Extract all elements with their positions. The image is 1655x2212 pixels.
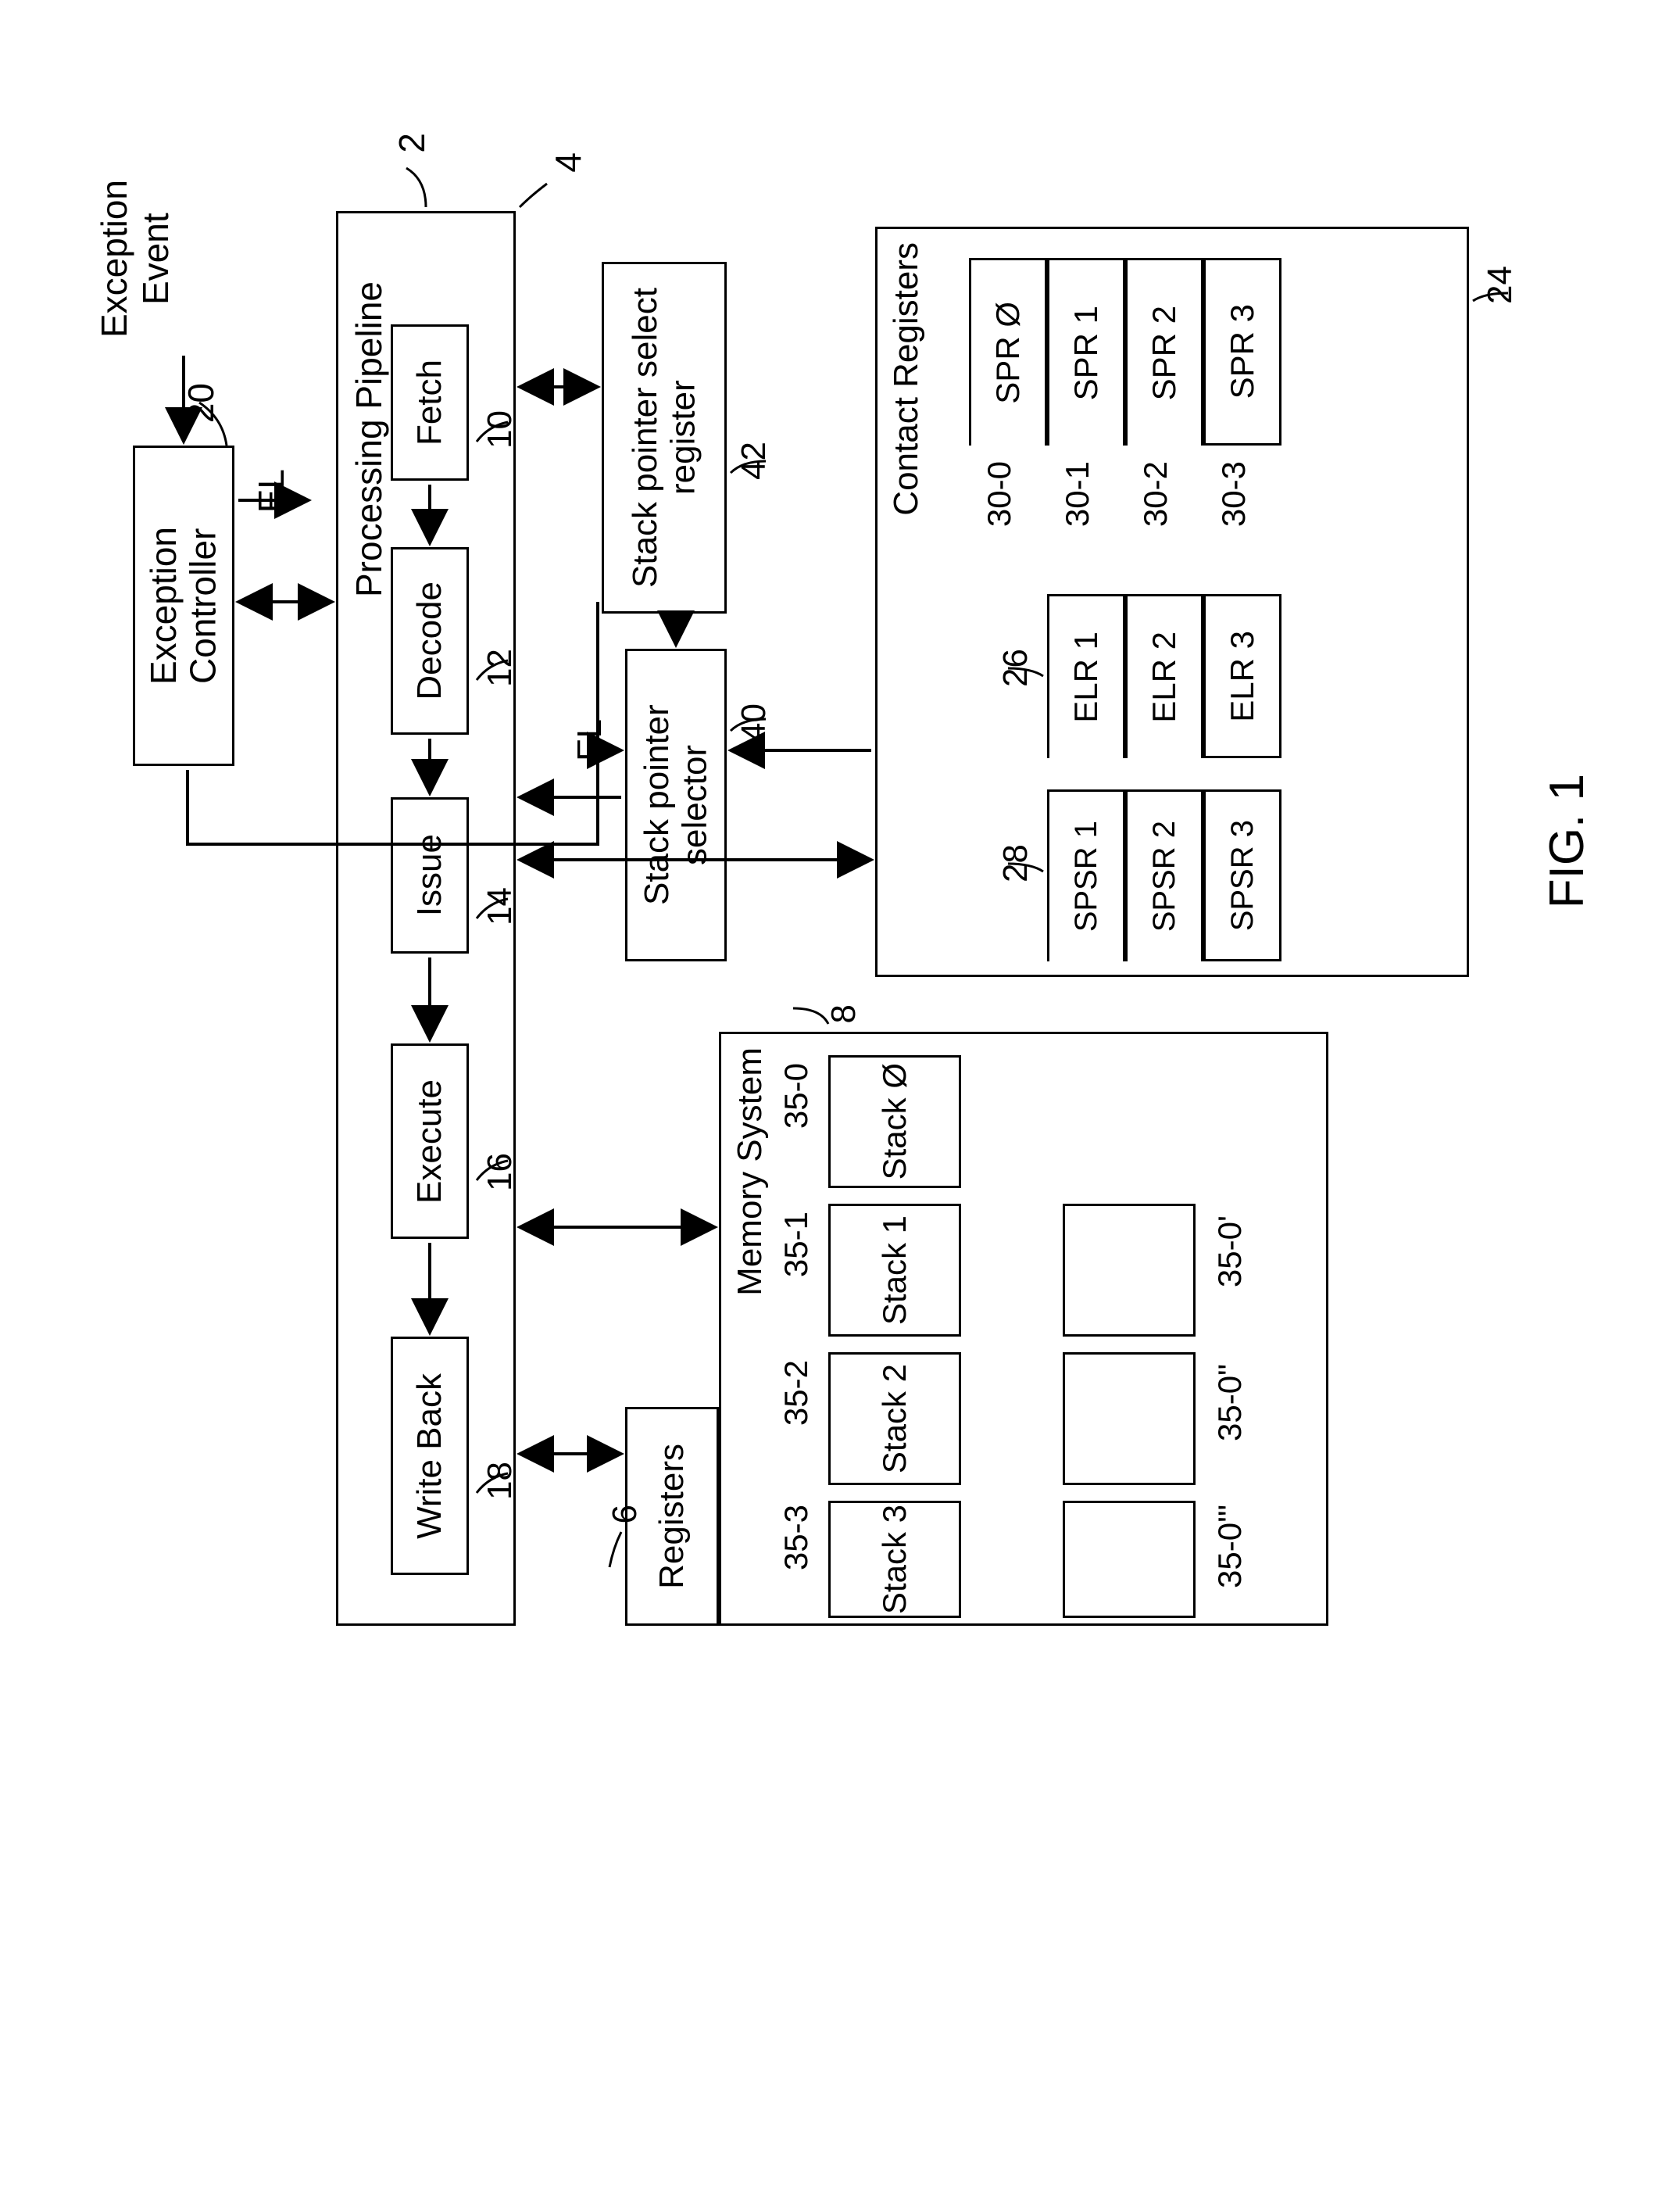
spsr-1-box: SPSR 1 bbox=[1047, 789, 1125, 961]
execute-box: Execute bbox=[391, 1043, 469, 1239]
stack-1-box: Stack 1 bbox=[828, 1204, 961, 1337]
spr-0-text: SPR Ø bbox=[989, 302, 1027, 404]
ref-context-registers: 24 bbox=[1481, 266, 1520, 304]
stack-2-box: Stack 2 bbox=[828, 1352, 961, 1485]
spr-3-text: SPR 3 bbox=[1224, 304, 1261, 399]
ref-stack-0: 35-0 bbox=[777, 1063, 815, 1129]
ref-issue: 14 bbox=[481, 887, 520, 925]
el-label-2: EL bbox=[570, 719, 609, 761]
stack-1-text: Stack 1 bbox=[878, 1215, 912, 1325]
elr-2-text: ELR 2 bbox=[1146, 632, 1183, 723]
ref-exception-controller: 20 bbox=[180, 383, 222, 423]
ref-blank-2: 35-0" bbox=[1211, 1364, 1249, 1441]
spr-0-box: SPR Ø bbox=[969, 258, 1047, 446]
elr-1-box: ELR 1 bbox=[1047, 594, 1125, 758]
decode-box: Decode bbox=[391, 547, 469, 735]
registers-text: Registers bbox=[652, 1444, 692, 1589]
blank-1-box bbox=[1063, 1204, 1196, 1337]
spr-2-text: SPR 2 bbox=[1146, 306, 1183, 400]
execute-text: Execute bbox=[410, 1079, 449, 1204]
elr-3-text: ELR 3 bbox=[1224, 631, 1261, 722]
ref-execute: 16 bbox=[481, 1153, 520, 1191]
figure-label: FIG. 1 bbox=[1539, 774, 1595, 908]
spr-3-box: SPR 3 bbox=[1203, 258, 1281, 446]
spsr-2-box: SPSR 2 bbox=[1125, 789, 1203, 961]
ref-spr-3: 30-3 bbox=[1215, 461, 1253, 527]
elr-3-box: ELR 3 bbox=[1203, 594, 1281, 758]
fetch-text: Fetch bbox=[410, 360, 449, 446]
spr-1-box: SPR 1 bbox=[1047, 258, 1125, 446]
ref-decode: 12 bbox=[481, 649, 520, 687]
ref-blank-3: 35-0'" bbox=[1211, 1505, 1249, 1588]
exception-controller-text: Exception Controller bbox=[144, 448, 223, 764]
spr-1-text: SPR 1 bbox=[1067, 306, 1105, 400]
ref-writeback: 18 bbox=[481, 1462, 520, 1500]
sp-selector-box: Stack pointer selector bbox=[625, 649, 727, 961]
sp-selector-text: Stack pointer selector bbox=[638, 651, 714, 959]
decode-text: Decode bbox=[410, 582, 449, 700]
ref-fetch: 10 bbox=[481, 410, 520, 449]
ref-stack-2: 35-2 bbox=[777, 1360, 815, 1426]
ref-spr-1: 30-1 bbox=[1059, 461, 1096, 527]
fetch-box: Fetch bbox=[391, 324, 469, 481]
el-label-1: EL bbox=[250, 469, 292, 513]
issue-box: Issue bbox=[391, 797, 469, 954]
stack-2-text: Stack 2 bbox=[878, 1364, 912, 1473]
ref-spr-2: 30-2 bbox=[1137, 461, 1174, 527]
stack-3-box: Stack 3 bbox=[828, 1501, 961, 1618]
ref-spr-0: 30-0 bbox=[981, 461, 1018, 527]
blank-2-box bbox=[1063, 1352, 1196, 1485]
stack-0-text: Stack Ø bbox=[878, 1063, 912, 1179]
spsr-2-text: SPSR 2 bbox=[1147, 821, 1182, 932]
stack-3-text: Stack 3 bbox=[878, 1505, 912, 1614]
diagram-canvas: Exception Event Exception Controller 20 … bbox=[0, 0, 1655, 2212]
sp-select-register-box: Stack pointer select register bbox=[602, 262, 727, 614]
stack-0-box: Stack Ø bbox=[828, 1055, 961, 1188]
exception-event-label: Exception Event bbox=[94, 180, 177, 338]
ref-memory: 8 bbox=[824, 1004, 863, 1023]
context-registers-text: Contact Registers bbox=[887, 242, 926, 516]
writeback-box: Write Back bbox=[391, 1337, 469, 1575]
blank-3-box bbox=[1063, 1501, 1196, 1618]
ref-spsr: 28 bbox=[996, 844, 1035, 882]
ref-blank-1: 35-0' bbox=[1211, 1215, 1249, 1287]
spsr-3-box: SPSR 3 bbox=[1203, 789, 1281, 961]
ref-stack-3: 35-3 bbox=[777, 1505, 815, 1570]
memory-system-text: Memory System bbox=[731, 1047, 770, 1296]
issue-text: Issue bbox=[410, 834, 449, 916]
spr-2-box: SPR 2 bbox=[1125, 258, 1203, 446]
elr-2-box: ELR 2 bbox=[1125, 594, 1203, 758]
ref-registers: 6 bbox=[606, 1505, 645, 1523]
ref-elr: 26 bbox=[996, 649, 1035, 687]
ref-sp-selector: 40 bbox=[735, 703, 774, 742]
ref-sp-select-register: 42 bbox=[735, 442, 774, 480]
processing-pipeline-text: Processing Pipeline bbox=[348, 281, 390, 597]
ref-system: 2 bbox=[391, 133, 433, 153]
ref-stack-1: 35-1 bbox=[777, 1212, 815, 1277]
ref-pipeline: 4 bbox=[547, 152, 589, 173]
spsr-3-text: SPSR 3 bbox=[1225, 820, 1260, 931]
sp-select-register-text: Stack pointer select register bbox=[627, 264, 702, 611]
spsr-1-text: SPSR 1 bbox=[1069, 821, 1104, 932]
exception-controller-box: Exception Controller bbox=[133, 446, 234, 766]
elr-1-text: ELR 1 bbox=[1067, 632, 1105, 723]
writeback-text: Write Back bbox=[410, 1373, 449, 1539]
